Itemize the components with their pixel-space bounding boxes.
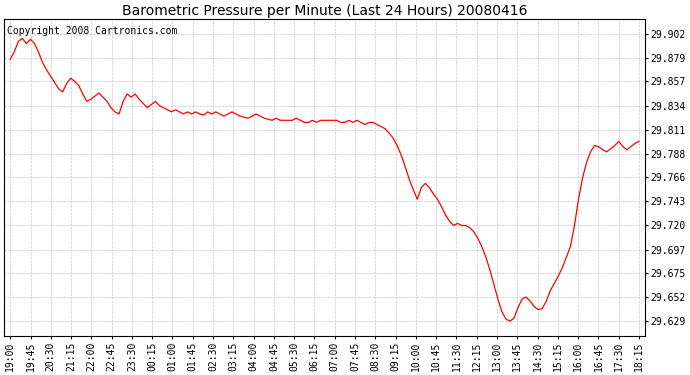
Title: Barometric Pressure per Minute (Last 24 Hours) 20080416: Barometric Pressure per Minute (Last 24 … (122, 4, 527, 18)
Text: Copyright 2008 Cartronics.com: Copyright 2008 Cartronics.com (8, 26, 178, 36)
